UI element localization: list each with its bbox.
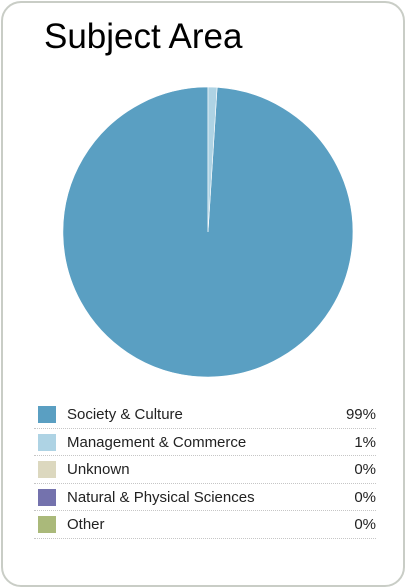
legend-label: Natural & Physical Sciences [67, 488, 255, 506]
pie-slices [62, 86, 354, 378]
legend-value: 0% [354, 488, 376, 506]
legend-item-management-and-commerce[interactable]: Management & Commerce 1% [34, 429, 376, 456]
legend-swatch [38, 488, 56, 506]
chart-title: Subject Area [44, 17, 243, 56]
legend-label: Other [67, 516, 105, 533]
legend-swatch [38, 433, 56, 451]
legend-item-other[interactable]: Other 0% [34, 511, 376, 539]
legend-value: 0% [354, 461, 376, 478]
legend-item-society-and-culture[interactable]: Society & Culture 99% [34, 401, 376, 429]
legend-swatch [38, 406, 56, 423]
legend-value: 1% [354, 433, 376, 451]
pie-chart [62, 86, 354, 378]
legend-label: Society & Culture [67, 406, 183, 423]
legend-swatch [38, 461, 56, 478]
pie-slice-management-and-commerce[interactable] [207, 86, 218, 233]
legend: Society & Culture 99% Management & Commerc… [34, 401, 376, 539]
legend-item-unknown[interactable]: Unknown 0% [34, 456, 376, 484]
legend-swatch [38, 516, 56, 533]
legend-label: Management & Commerce [67, 433, 247, 451]
legend-label: Unknown [67, 461, 130, 478]
legend-value: 0% [354, 516, 376, 533]
legend-item-natural-and-physical-sciences[interactable]: Natural & Physical Sciences 0% [34, 484, 376, 511]
legend-value: 99% [345, 406, 376, 423]
